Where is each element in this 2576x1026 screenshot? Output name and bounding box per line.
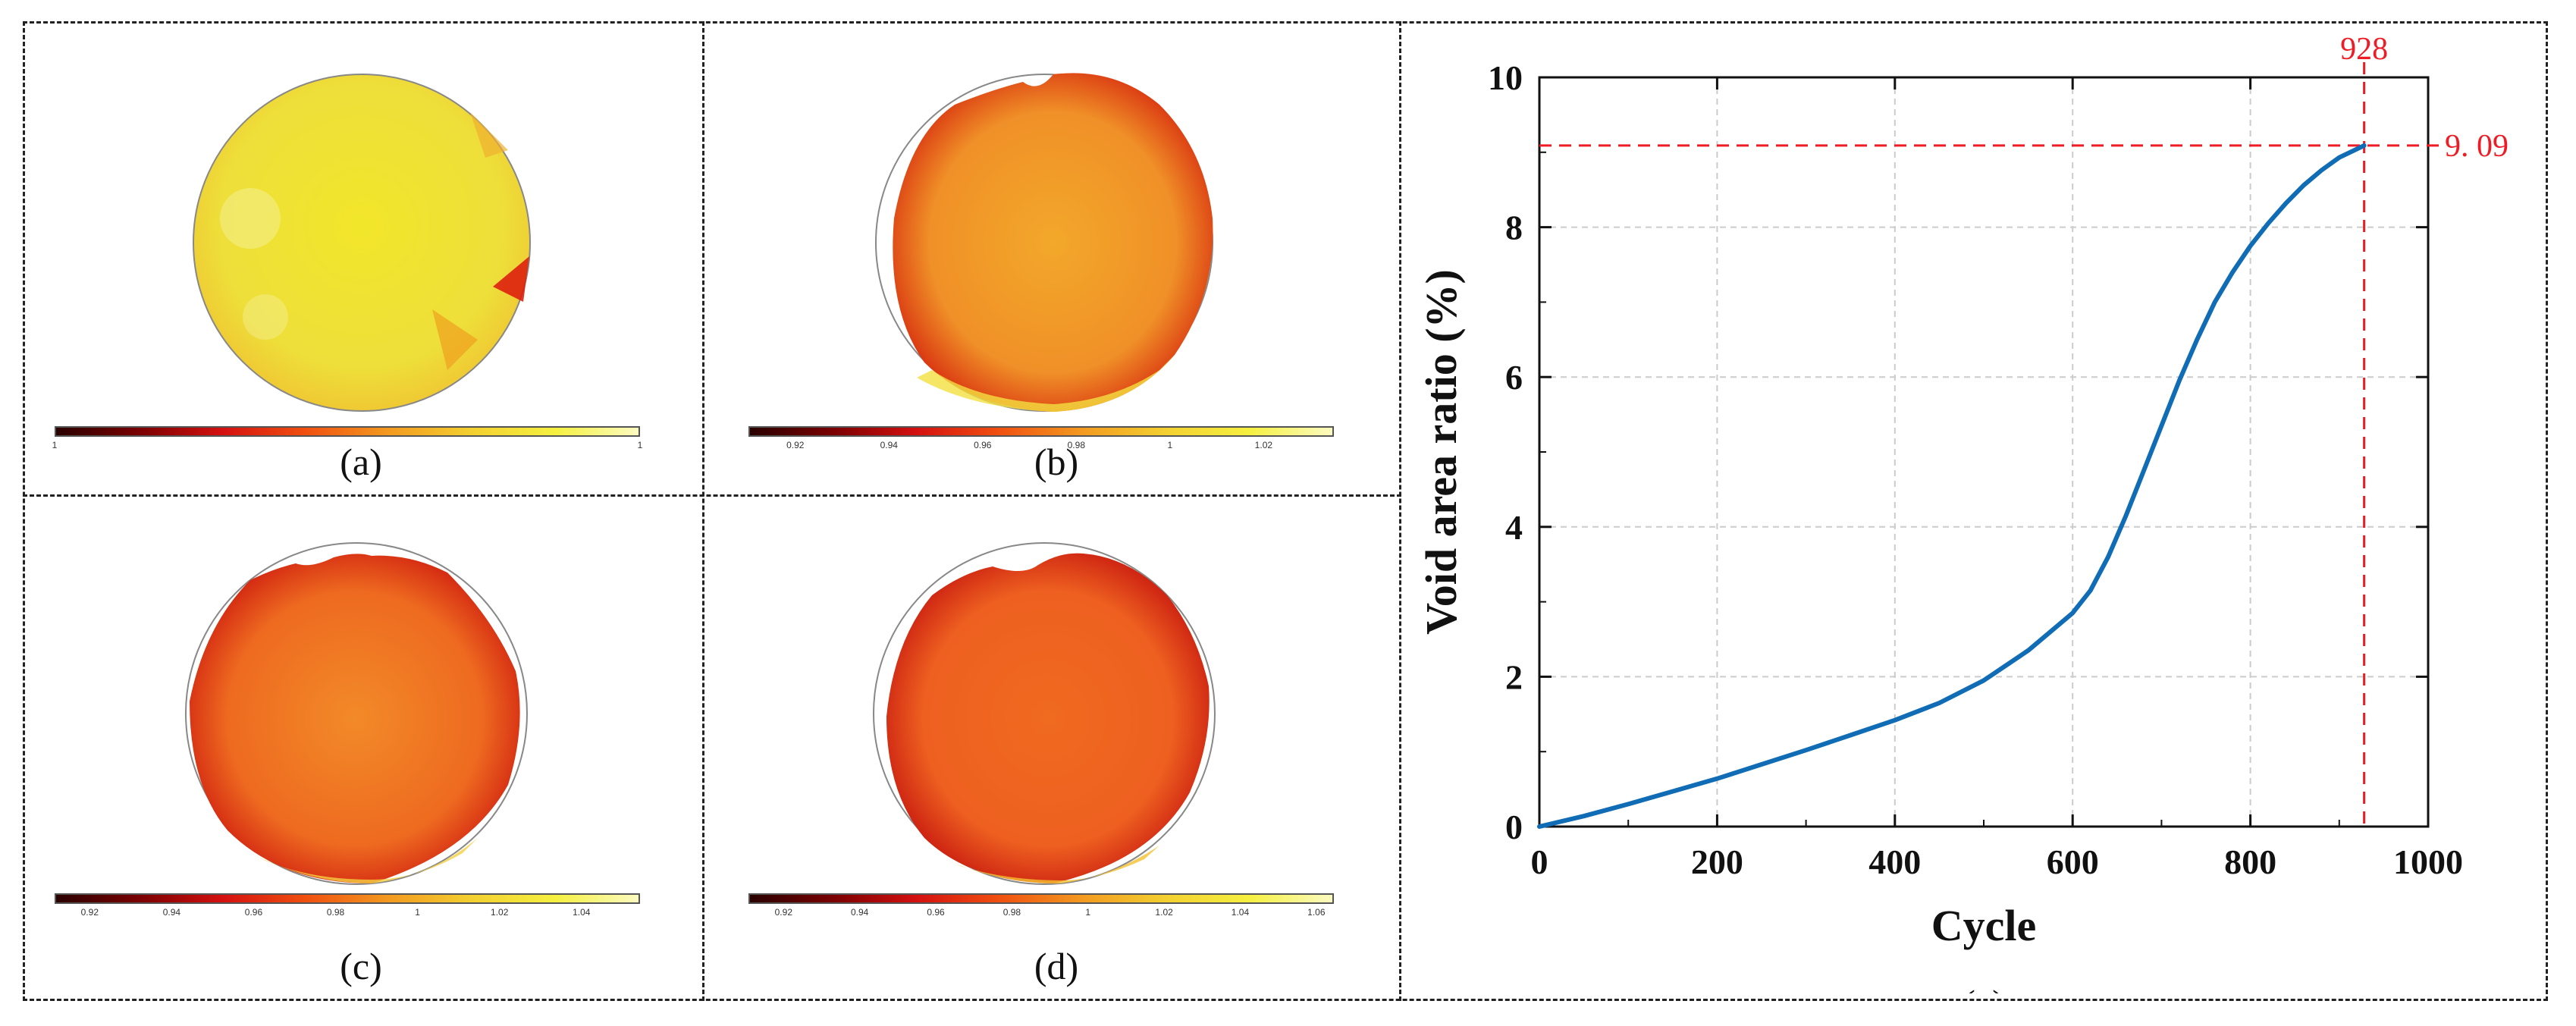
- line-chart: 0 200 400 600 800 1000 0 2 4 6 8 10 Cycle Void area r…: [1417, 32, 2509, 993]
- colorbar-tick: 0.92: [80, 907, 99, 918]
- colorbar-tick: 0.92: [774, 907, 792, 918]
- colorbar-tick: 0.96: [244, 907, 263, 918]
- panel-label-d: (d): [1034, 945, 1079, 987]
- colorbar-tick: 1: [52, 440, 58, 450]
- colorbar-c: [55, 893, 640, 904]
- colorbar-ticks-c: 0.92 0.94 0.96 0.98 1 1.02 1.04: [55, 907, 640, 922]
- colorbar-d: [748, 893, 1334, 904]
- plot-frame: [1538, 76, 2430, 828]
- colorbar-tick: 1: [637, 440, 643, 450]
- heatmap-a: [193, 74, 531, 412]
- colorbar-a: [55, 426, 640, 437]
- panel-label-e: (e): [1963, 982, 2005, 993]
- hline-label: 9. 09: [2445, 129, 2509, 164]
- colorbar-tick: 0.96: [974, 440, 992, 450]
- x-tick-label: 400: [1868, 842, 1921, 881]
- contour-shape-d: [886, 553, 1210, 883]
- panel-d: 0.92 0.94 0.96 0.98 1 1.02 1.04 1.06 (d): [704, 497, 1399, 1001]
- colorbar-tick: 0.92: [786, 440, 805, 450]
- divider-vertical-2: [1399, 21, 1401, 1001]
- colorbar-tick: 1.02: [491, 907, 509, 918]
- heatmap-c: [185, 542, 528, 885]
- colorbar-tick: 0.98: [1002, 907, 1021, 918]
- colorbar-tick: 0.98: [326, 907, 345, 918]
- x-axis-label: Cycle: [1931, 901, 2037, 950]
- x-tick-label: 200: [1691, 842, 1743, 881]
- colorbar-tick: 0.94: [880, 440, 898, 450]
- colorbar-tick: 1.02: [1254, 440, 1273, 450]
- colorbar-ticks-d: 0.92 0.94 0.96 0.98 1 1.02 1.04 1.06: [748, 907, 1334, 922]
- y-tick-label: 0: [1505, 808, 1523, 846]
- colorbar-tick: 1.04: [573, 907, 591, 918]
- panel-label-b: (b): [1034, 441, 1079, 483]
- panel-c: 0.92 0.94 0.96 0.98 1 1.02 1.04 (c): [23, 497, 702, 1001]
- y-tick-label: 6: [1505, 358, 1523, 397]
- contour-shape-b: [893, 73, 1213, 412]
- y-tick-label: 2: [1505, 657, 1523, 696]
- divider-vertical-1: [702, 21, 704, 1001]
- y-tick-label: 4: [1505, 508, 1523, 547]
- colorbar-tick: 1: [415, 907, 420, 918]
- x-tick-label: 800: [2224, 842, 2276, 881]
- colorbar-tick: 0.96: [927, 907, 945, 918]
- colorbar-ticks-b: 0.92 0.94 0.96 0.98 1 1.02: [748, 440, 1334, 455]
- colorbar-tick: 1.06: [1307, 907, 1326, 918]
- colorbar-tick: 0.94: [162, 907, 181, 918]
- colorbar-tick: 0.94: [850, 907, 869, 918]
- x-tick-label: 0: [1531, 842, 1548, 881]
- colorbar-tick: 1: [1085, 907, 1091, 918]
- colorbar-tick: 1: [1167, 440, 1173, 450]
- colorbar-tick: 1.04: [1231, 907, 1250, 918]
- divider-horizontal: [23, 494, 1401, 497]
- y-axis-label: Void area ratio (%): [1417, 269, 1466, 635]
- colorbar-b: [748, 426, 1334, 437]
- panel-a: 1 1 (a): [23, 21, 702, 494]
- contour-shape-c: [190, 554, 520, 883]
- vline-label: 928: [2340, 32, 2388, 67]
- figure-frame: [23, 21, 2548, 1001]
- heatmap-b: [875, 73, 1213, 412]
- colorbar-tick: 0.98: [1067, 440, 1085, 450]
- y-tick-label: 10: [1488, 58, 1523, 97]
- x-tick-label: 600: [2047, 842, 2099, 881]
- colorbar-tick: 1.02: [1155, 907, 1173, 918]
- panel-b: 0.92 0.94 0.96 0.98 1 1.02 (b): [704, 21, 1399, 494]
- x-tick-label: 1000: [2393, 842, 2463, 881]
- y-tick-label: 8: [1505, 209, 1523, 247]
- heatmap-d: [873, 542, 1216, 885]
- colorbar-ticks-a: 1 1: [52, 440, 643, 455]
- panel-label-c: (c): [340, 945, 382, 987]
- series-line: [1537, 143, 2367, 829]
- panel-label-a: (a): [340, 441, 382, 483]
